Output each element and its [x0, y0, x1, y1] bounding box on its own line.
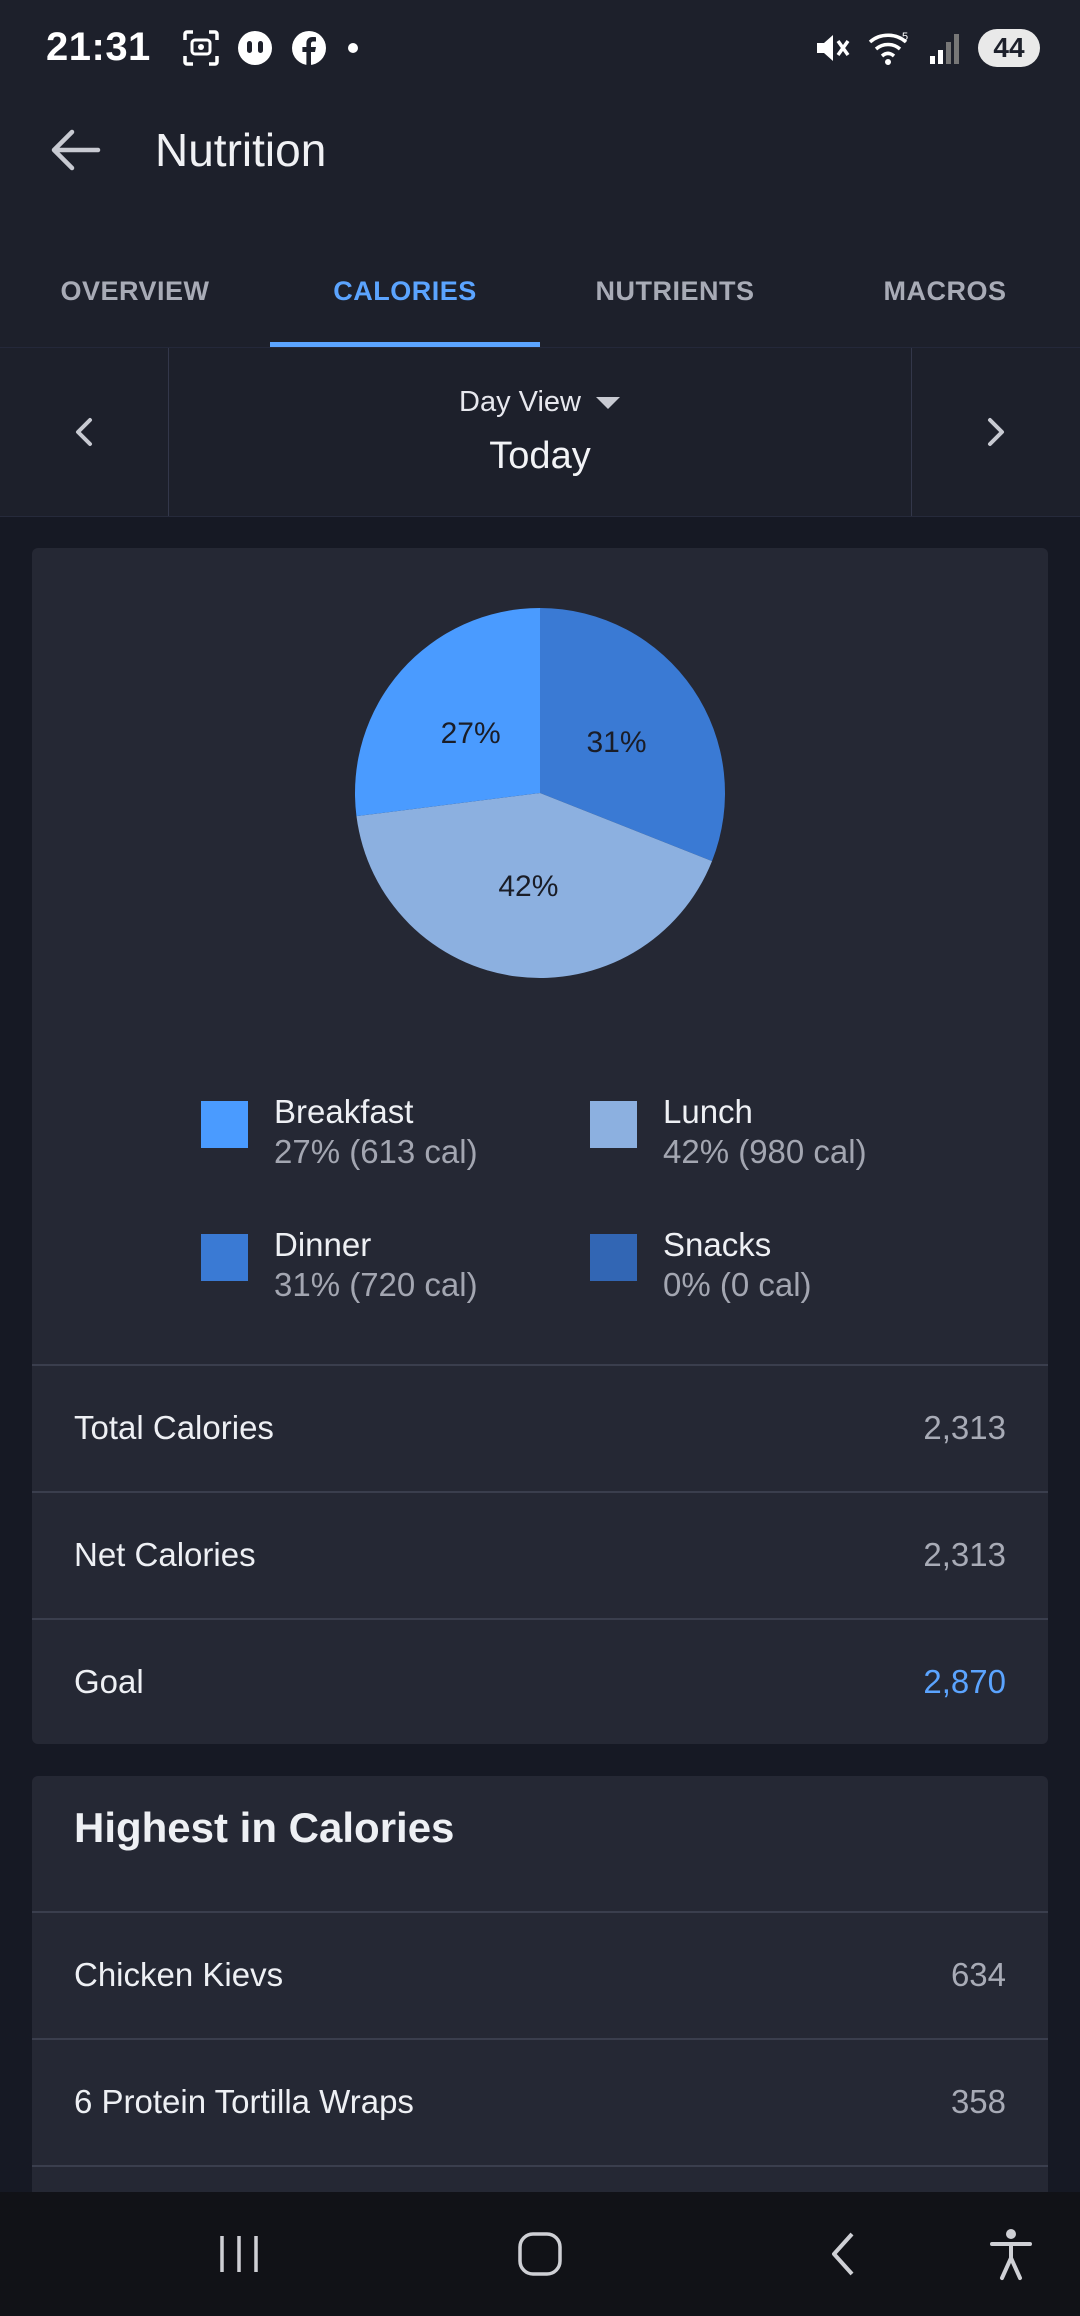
total-calories-label: Total Calories [74, 1409, 274, 1446]
legend-swatch [590, 1101, 637, 1148]
status-bar: 21:31 [0, 0, 1080, 95]
pie-chart-svg: 31% 42% 27% [355, 608, 725, 979]
legend-item-dinner: Dinner 31% (720 cal) [201, 1226, 478, 1304]
food-calories: 358 [950, 2083, 1006, 2120]
current-date: Today [489, 435, 591, 477]
tab-macros[interactable]: MACROS [883, 275, 1007, 306]
pie-slice-dinner[interactable] [540, 608, 725, 862]
net-calories-label: Net Calories [74, 1536, 256, 1573]
legend-value: 31% (720 cal) [274, 1266, 478, 1303]
view-mode-dropdown[interactable]: Day View [459, 386, 621, 419]
mute-icon [817, 34, 850, 61]
list-item[interactable]: Chicken Kievs 634 [32, 1911, 1048, 2037]
net-calories-row: Net Calories 2,313 [32, 1491, 1048, 1617]
legend-swatch [590, 1234, 637, 1281]
clock: 21:31 [46, 25, 151, 69]
legend-swatch [201, 1101, 248, 1148]
goal-value[interactable]: 2,870 [923, 1663, 1006, 1700]
view-mode-label: Day View [459, 386, 581, 418]
goal-label: Goal [74, 1663, 144, 1700]
day-view-selector[interactable]: Day View Today [169, 348, 911, 516]
calories-card: 31% 42% 27% Breakfast 27% (613 cal) Lunch … [32, 548, 1048, 1744]
list-item[interactable] [32, 2165, 1048, 2196]
screenshot-icon [183, 29, 219, 66]
pie-slice-lunch[interactable] [356, 793, 713, 979]
wifi-icon: 5 [868, 31, 908, 65]
status-left: 21:31 [46, 25, 363, 70]
battery-indicator: 44 [978, 28, 1040, 67]
calories-pie-chart: 31% 42% 27% [32, 608, 1048, 988]
goal-row[interactable]: Goal 2,870 [32, 1618, 1048, 1744]
net-calories-value: 2,313 [923, 1536, 1006, 1573]
dot-icon [347, 42, 358, 53]
next-day-button[interactable] [911, 348, 1080, 516]
caret-down-icon [595, 396, 620, 409]
back-chevron-icon [832, 2232, 854, 2276]
legend-name: Lunch [663, 1093, 753, 1130]
status-right: 5 44 [812, 28, 1040, 68]
back-button[interactable] [40, 115, 110, 185]
notification-app-icon [237, 30, 272, 65]
accessibility-button[interactable] [979, 2222, 1043, 2286]
food-name: 6 Protein Tortilla Wraps [74, 2083, 414, 2120]
total-calories-value: 2,313 [923, 1409, 1006, 1446]
facebook-icon [291, 30, 326, 65]
chevron-left-icon [76, 418, 92, 446]
app-bar: Nutrition [0, 95, 1080, 205]
svg-text:5: 5 [902, 31, 908, 43]
date-navigator: Day View Today [0, 348, 1080, 517]
home-icon [518, 2232, 562, 2276]
highest-in-calories-card: Highest in Calories Chicken Kievs 634 6 … [32, 1776, 1048, 2196]
notification-icons [181, 28, 363, 68]
legend-swatch [201, 1234, 248, 1281]
tab-bar: OVERVIEW CALORIES NUTRIENTS MACROS [0, 235, 1080, 348]
chart-legend: Breakfast 27% (613 cal) Lunch 42% (980 c… [32, 1093, 1048, 1313]
previous-day-button[interactable] [0, 348, 169, 516]
accessibility-icon [990, 2229, 1032, 2280]
legend-value: 42% (980 cal) [663, 1133, 867, 1170]
tab-nutrients[interactable]: NUTRIENTS [595, 275, 755, 306]
legend-item-snacks: Snacks 0% (0 cal) [590, 1226, 812, 1304]
section-heading: Highest in Calories [74, 1804, 455, 1851]
pie-slice-breakfast[interactable] [355, 608, 540, 817]
pie-label-dinner: 31% [586, 726, 646, 759]
food-calories: 634 [950, 1956, 1006, 1993]
total-calories-row: Total Calories 2,313 [32, 1364, 1048, 1490]
legend-name: Snacks [663, 1226, 772, 1263]
recent-apps-icon [220, 2236, 258, 2272]
pie-label-lunch: 42% [498, 870, 558, 903]
legend-item-lunch: Lunch 42% (980 cal) [590, 1093, 867, 1171]
legend-value: 27% (613 cal) [274, 1133, 478, 1170]
system-navigation-bar [0, 2192, 1080, 2316]
list-item[interactable]: 6 Protein Tortilla Wraps 358 [32, 2038, 1048, 2164]
legend-name: Breakfast [274, 1093, 414, 1130]
legend-item-breakfast: Breakfast 27% (613 cal) [201, 1093, 478, 1171]
pie-label-breakfast: 27% [441, 717, 501, 750]
page-title: Nutrition [155, 124, 327, 176]
tab-calories[interactable]: CALORIES [270, 235, 540, 347]
signal-icon [930, 33, 959, 64]
tab-overview[interactable]: OVERVIEW [60, 275, 210, 306]
legend-name: Dinner [274, 1226, 372, 1263]
food-name: Chicken Kievs [74, 1956, 284, 1993]
recent-apps-button[interactable] [207, 2222, 271, 2286]
legend-value: 0% (0 cal) [663, 1266, 812, 1303]
chevron-right-icon [988, 418, 1004, 446]
home-button[interactable] [508, 2222, 572, 2286]
arrow-left-icon [51, 129, 101, 171]
system-back-button[interactable] [812, 2222, 876, 2286]
